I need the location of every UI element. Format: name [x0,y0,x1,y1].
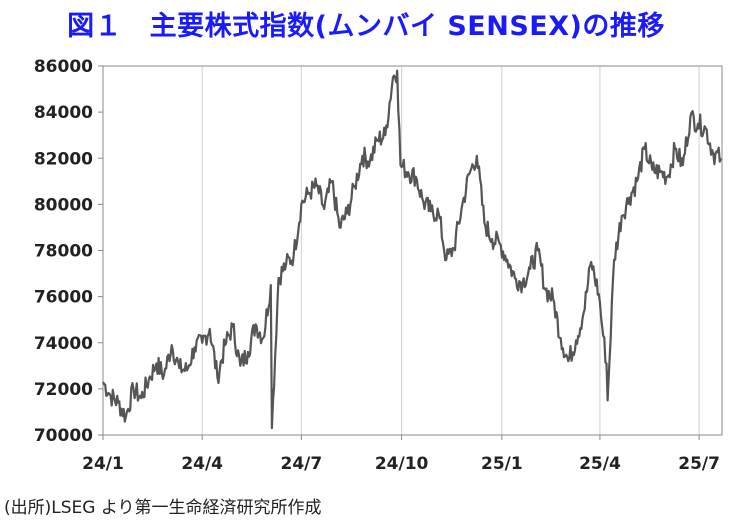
x-tick-label: 25/4 [579,454,621,474]
x-tick-label: 24/4 [181,454,223,474]
y-tick-label: 72000 [34,380,93,400]
x-axis: 24/1 24/4 24/7 24/10 25/1 25/4 25/7 [82,435,720,474]
x-tick-label: 24/10 [375,454,429,474]
y-tick-label: 78000 [34,242,93,262]
x-tick-label: 25/7 [678,454,720,474]
source-note: (出所)LSEG より第一生命経済研究所作成 [4,498,322,518]
y-tick-label: 74000 [34,334,93,354]
y-tick-label: 84000 [34,103,93,123]
y-tick-label: 82000 [34,149,93,169]
y-tick-label: 80000 [34,195,93,215]
y-tick-label: 86000 [34,57,93,77]
y-tick-label: 70000 [34,426,93,446]
x-tick-label: 24/1 [82,454,124,474]
y-axis: 70000 72000 74000 76000 78000 80000 82000 84000… [34,57,103,446]
sensex-series-line [102,69,722,430]
x-tick-label: 24/7 [280,454,322,474]
series-group [102,69,722,430]
line-chart: 70000 72000 74000 76000 78000 80000 82000 84000… [34,57,723,474]
y-tick-label: 76000 [34,288,93,308]
chart-title: 図１ 主要株式指数(ムンバイ SENSEX)の推移 [67,11,665,42]
plot-area [102,65,723,436]
x-tick-label: 25/1 [481,454,523,474]
